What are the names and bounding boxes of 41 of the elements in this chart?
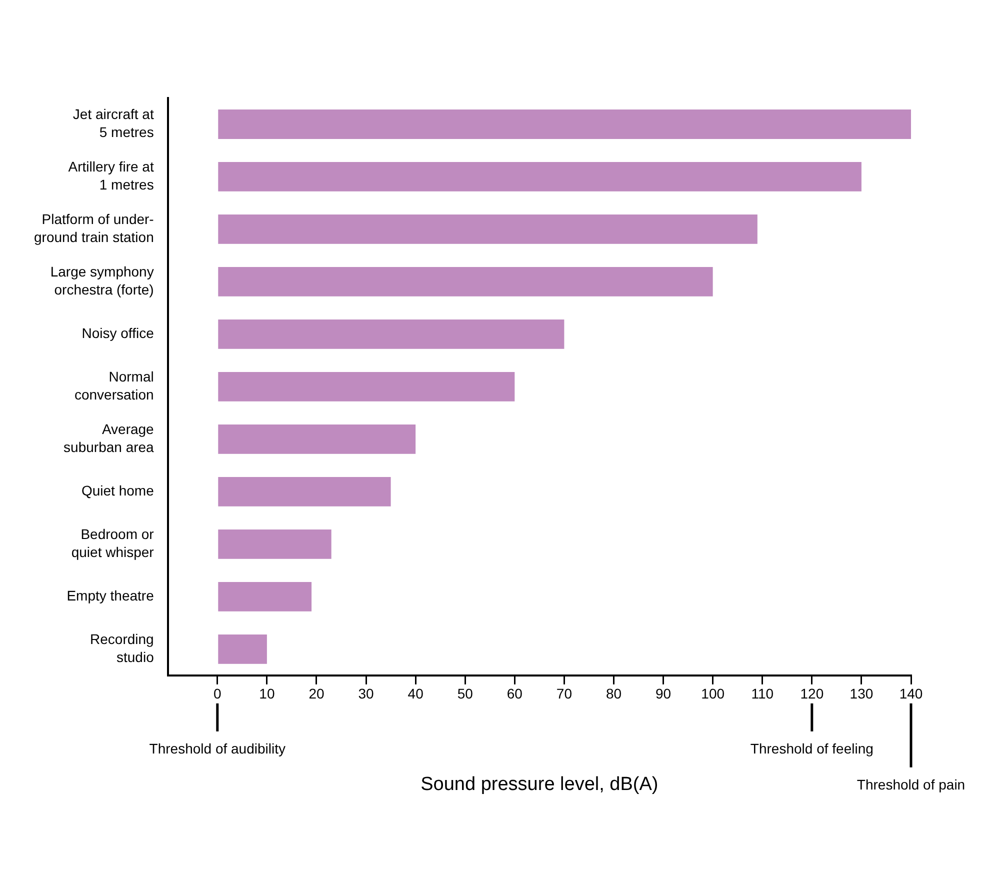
x-tick-label: 70	[556, 686, 572, 702]
y-tick-label: Artillery fire at 1 metres	[68, 158, 154, 193]
bar	[218, 162, 862, 192]
ref-line-label: Threshold of feeling	[750, 740, 874, 756]
ref-line-label: Threshold of audibility	[149, 740, 286, 756]
y-tick-label: Bedroom or quiet whisper	[71, 526, 154, 560]
x-tick-label: 100	[701, 686, 725, 702]
y-tick-label: Empty theatre	[66, 588, 154, 604]
bar	[218, 582, 312, 612]
y-tick-label: Quiet home	[81, 482, 154, 499]
x-tick-label: 30	[358, 686, 374, 702]
y-tick-label: Large symphony orchestra (forte)	[50, 263, 154, 298]
bar	[218, 110, 911, 139]
x-tick-label: 20	[308, 686, 324, 702]
y-tick-label: Jet aircraft at 5 metres	[72, 106, 154, 140]
x-tick-label: 0	[214, 686, 222, 702]
bar	[218, 476, 391, 506]
x-tick-label: 140	[899, 686, 923, 702]
y-tick-label: Normal conversation	[74, 368, 154, 403]
ref-line-label: Threshold of pain	[856, 776, 966, 792]
x-tick-label: 80	[606, 686, 622, 702]
x-tick-label: 110	[751, 686, 774, 702]
y-tick-label: Average suburban area	[64, 420, 154, 456]
bar	[218, 320, 564, 349]
x-tick-label: 10	[259, 686, 275, 702]
x-tick-label: 50	[457, 686, 474, 702]
bar	[218, 214, 758, 244]
bar	[218, 267, 713, 296]
y-tick-label: Recording studio	[90, 630, 154, 666]
y-tick-label: Platform of under- ground train station	[34, 210, 154, 246]
x-axis-title: Sound pressure level, dB(A)	[420, 774, 658, 795]
y-tick-label: Noisy office	[82, 325, 154, 342]
x-tick-label: 60	[506, 686, 523, 702]
bar	[218, 372, 515, 402]
x-tick-label: 120	[800, 686, 824, 702]
x-tick-label: 90	[655, 686, 672, 702]
x-tick-label: 40	[408, 686, 424, 702]
bar	[218, 424, 416, 454]
bar	[218, 634, 267, 664]
x-tick-label: 130	[850, 686, 874, 702]
bar	[218, 529, 332, 559]
